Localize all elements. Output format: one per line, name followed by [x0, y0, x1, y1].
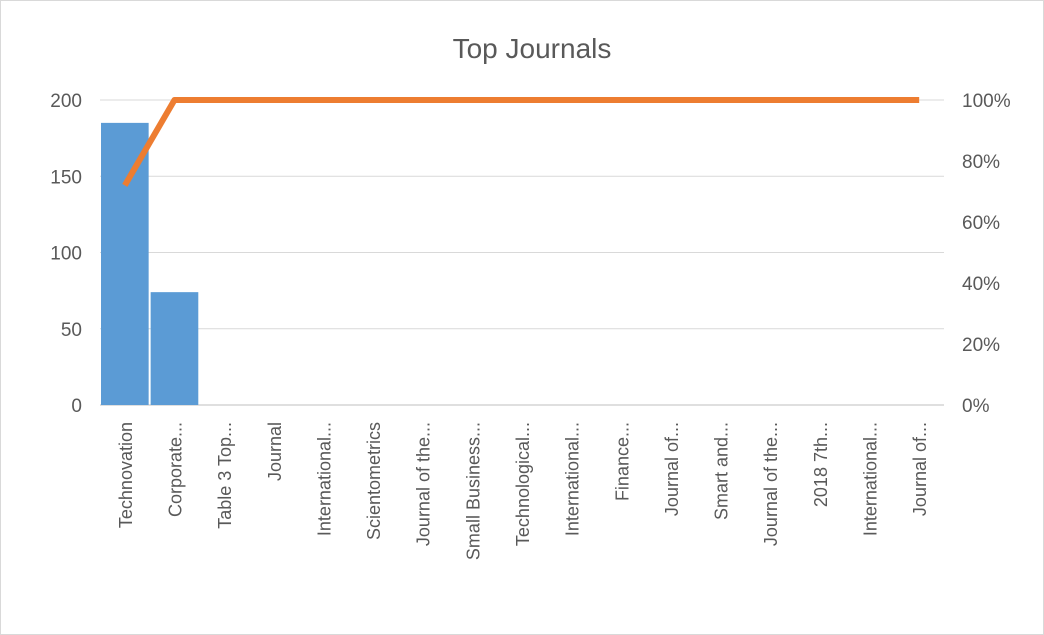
gridlines: [100, 99, 944, 406]
left-tick-label: 50: [61, 320, 82, 341]
category-label: Technovation: [116, 422, 136, 528]
category-label: Smart and...: [712, 422, 732, 520]
left-tick-label: 100: [50, 244, 82, 265]
category-label: Journal of...: [662, 422, 682, 516]
cumulative-line: [122, 97, 920, 187]
category-label: Corporate...: [165, 422, 185, 517]
right-tick-label: 0%: [962, 396, 990, 417]
cumulative-line-series: [122, 97, 920, 187]
right-tick-label: 20%: [962, 335, 1000, 356]
right-tick-label: 100%: [962, 91, 1011, 112]
category-label: Journal: [265, 422, 285, 481]
category-label: International...: [563, 422, 583, 536]
category-label: Finance...: [612, 422, 632, 501]
category-label: Small Business...: [463, 422, 483, 560]
category-label: Technological...: [513, 422, 533, 546]
right-tick-label: 40%: [962, 274, 1000, 295]
category-label: Journal of the...: [414, 422, 434, 546]
left-tick-label: 200: [50, 91, 82, 112]
chart-title: Top Journals: [453, 33, 612, 64]
bar: [101, 122, 149, 405]
category-label: 2018 7th...: [811, 422, 831, 507]
category-label: Scientometrics: [364, 422, 384, 540]
right-tick-label: 80%: [962, 152, 1000, 173]
left-tick-label: 150: [50, 167, 82, 188]
category-label: Table 3 Top...: [215, 422, 235, 529]
left-tick-label: 0: [71, 396, 82, 417]
right-tick-label: 60%: [962, 213, 1000, 234]
bar-series: [101, 122, 199, 405]
category-label: International...: [861, 422, 881, 536]
category-axis-labels: Technovation Corporate... Table 3 Top... Jo…: [116, 422, 930, 560]
category-label: Journal of...: [910, 422, 930, 516]
category-label: Journal of the...: [761, 422, 781, 546]
category-label: International...: [314, 422, 334, 536]
right-axis-ticks: 0% 20% 40% 60% 80% 100%: [962, 91, 1011, 417]
bar: [150, 292, 199, 405]
left-axis-ticks: 0 50 100 150 200: [50, 91, 82, 417]
